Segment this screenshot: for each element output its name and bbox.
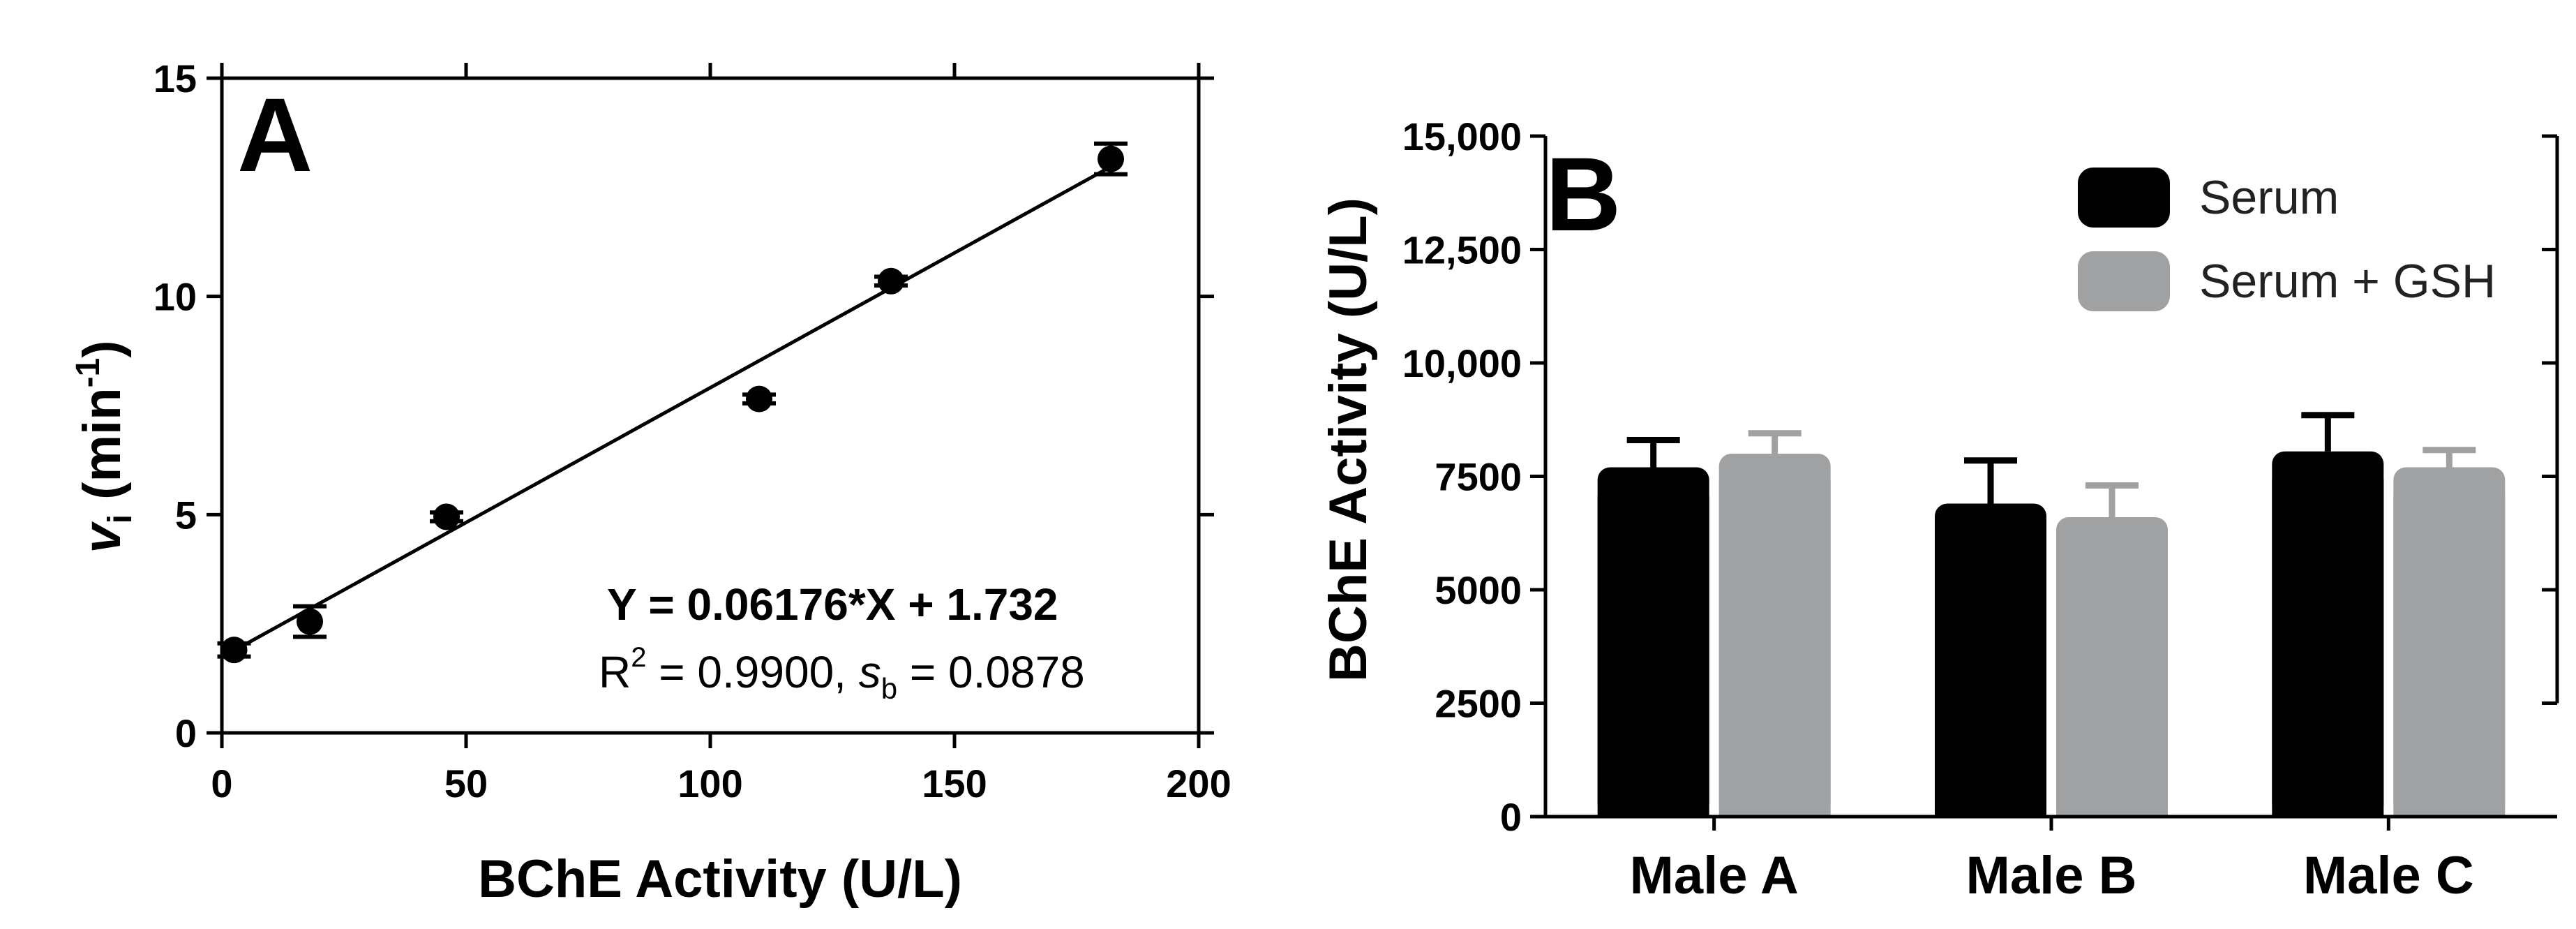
panel-a-y-tick-label: 15 (153, 57, 197, 101)
fit-line (220, 165, 1112, 659)
bar-body (2056, 545, 2168, 817)
r-label: R (599, 647, 631, 697)
category-label: Male A (1630, 846, 1799, 905)
fit-statistics: R2 = 0.9900, sb = 0.0878 (599, 642, 1085, 705)
y-title-sub: i (102, 514, 139, 523)
panel-a-y-tick-label: 10 (153, 275, 197, 319)
panel-a-fit-layer (220, 165, 1112, 659)
data-point (220, 637, 248, 664)
panel-b-y-tick-label: 15,000 (1402, 114, 1522, 158)
panel-a-points (217, 141, 1128, 664)
y-title-rest: (min (73, 387, 132, 514)
data-point (878, 267, 904, 295)
category-label: Male C (2303, 846, 2474, 905)
legend-swatch (2078, 251, 2170, 311)
y-title-sup: -1 (70, 358, 107, 388)
s-value: = 0.0878 (897, 647, 1085, 697)
panel-a-x-tick-label: 100 (677, 761, 742, 805)
legend-label: Serum (2199, 171, 2339, 224)
r-value: = 0.9900, (646, 647, 858, 697)
panel-a-frame (220, 76, 1201, 735)
panel-a-x-tick-label: 150 (922, 761, 987, 805)
panel-b-category-labels: Male A Male B Male C (1630, 817, 2474, 905)
data-point (433, 503, 460, 530)
s-subscript: b (881, 672, 897, 705)
y-title-v: v (73, 521, 132, 553)
category-label: Male B (1966, 846, 2137, 905)
fit-equation: Y = 0.06176*X + 1.732 (607, 579, 1058, 630)
bar-body (1935, 531, 2046, 817)
panel-a-y-tick-label: 5 (175, 493, 197, 537)
s-label: s (859, 647, 881, 697)
panel-b-y-tick-label: 7500 (1435, 455, 1522, 499)
panel-a-x-tick-label: 0 (211, 761, 232, 805)
panel-b-y-tick-label: 5000 (1435, 568, 1522, 612)
legend-label: Serum + GSH (2199, 255, 2496, 308)
panel-b-letter: B (1545, 135, 1621, 253)
data-point (297, 608, 323, 635)
data-point (1098, 145, 1124, 172)
panel-a: 0 5 10 15 0 50 100 150 200 A Y = 0.06176*X + 1.… (70, 57, 1231, 909)
panel-b-bars (1597, 412, 2506, 817)
panel-b-y-axis-title: BChE Activity (U/L) (1319, 198, 1378, 682)
r-superscript: 2 (631, 642, 646, 673)
panel-b-y-tick-label: 10,000 (1402, 341, 1522, 385)
bar-body (1718, 482, 1831, 817)
data-point (746, 385, 772, 413)
panel-b-y-tick-label: 0 (1500, 795, 1522, 839)
panel-a-plot-frame (220, 76, 1201, 735)
panel-a-x-tick-label: 200 (1166, 761, 1231, 805)
panel-a-y-axis-title: vi (min-1) (70, 340, 139, 553)
panel-a-y-tick-label: 0 (175, 711, 197, 755)
panel-a-x-axis-title: BChE Activity (U/L) (478, 849, 962, 909)
panel-a-x-tick-label: 50 (444, 761, 488, 805)
panel-b-y-ticks: 0 2500 5000 7500 10,000 12,500 15,000 (1402, 114, 2557, 839)
legend-swatch (2078, 168, 2170, 228)
panel-b-y-tick-label: 2500 (1435, 682, 1522, 726)
panel-a-y-ticks: 0 5 10 15 (153, 57, 1214, 755)
panel-a-letter: A (237, 76, 313, 193)
y-title-close: ) (73, 340, 132, 357)
bar-body (2393, 495, 2506, 817)
legend: Serum Serum + GSH (2078, 168, 2496, 311)
panel-b-y-tick-label: 12,500 (1402, 228, 1522, 272)
panel-a-x-ticks: 0 50 100 150 200 (211, 63, 1231, 805)
bar-body (1597, 495, 1709, 817)
bar-body (2272, 479, 2384, 817)
